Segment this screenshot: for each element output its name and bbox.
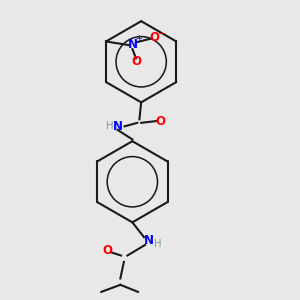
Text: N: N [112, 120, 122, 133]
Text: O: O [156, 115, 166, 128]
Text: O: O [102, 244, 112, 257]
Text: +: + [135, 34, 142, 43]
Text: O: O [149, 31, 159, 44]
Text: −: − [158, 29, 166, 39]
Text: H: H [154, 238, 162, 248]
Text: N: N [128, 38, 137, 51]
Text: N: N [144, 234, 154, 247]
Text: H: H [106, 121, 113, 130]
Text: O: O [131, 56, 141, 68]
